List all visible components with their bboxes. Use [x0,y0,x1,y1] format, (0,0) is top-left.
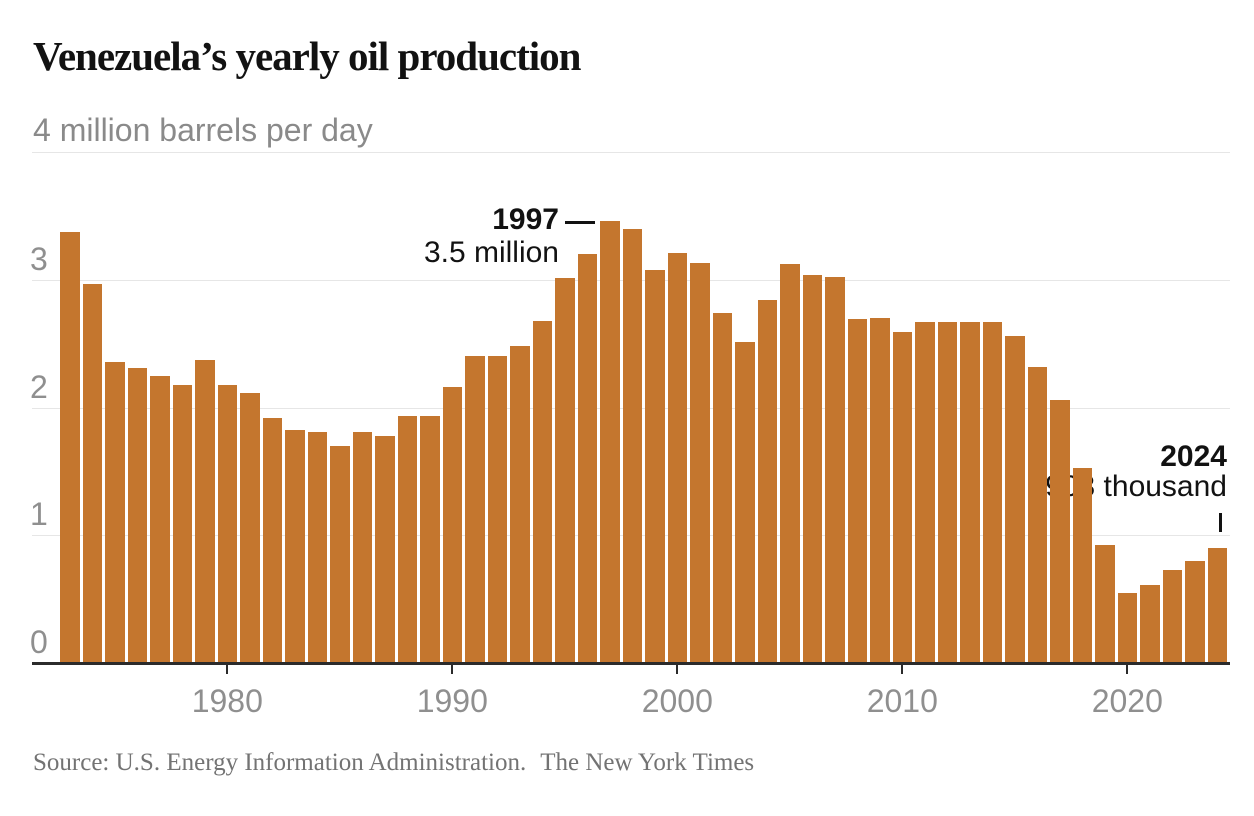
bar-2001 [690,263,710,662]
bar-2020 [1117,592,1138,662]
x-axis-label-2010: 2010 [866,683,938,719]
bar-1983 [285,430,305,662]
bar-2007 [825,277,845,662]
gridline-4 [32,152,1230,153]
bar-2011 [915,321,935,662]
bar-2008 [847,319,868,662]
y-axis-label-2: 2 [30,368,48,405]
bar-1998 [622,228,643,662]
bar-1993 [510,346,530,662]
bar-1997 [600,220,620,662]
annotation-1997-value: 3.5 million [423,236,559,269]
x-axis-line [32,662,1230,665]
bar-2009 [870,318,890,662]
y-axis-label-3: 3 [30,240,48,277]
bar-2023 [1185,560,1205,662]
bar-2019 [1095,545,1115,662]
credit-text: The New York Times [540,749,755,776]
bar-2022 [1162,569,1183,662]
bar-1992 [487,356,508,662]
bar-1981 [240,393,260,662]
bar-1974 [82,283,103,662]
bar-1982 [262,417,283,662]
bar-2015 [1005,335,1025,662]
chart-title: Venezuela’s yearly oil production [33,33,581,79]
annotation-1997-leader-line [565,221,595,224]
bar-2018 [1072,467,1093,662]
bar-1975 [105,361,125,662]
bar-1989 [420,416,440,662]
x-axis-label-2000: 2000 [641,683,713,719]
bar-1990 [442,387,463,662]
bar-2013 [960,321,980,662]
x-axis-tick-2020 [1126,665,1129,674]
bar-2016 [1027,366,1048,662]
bar-2012 [937,321,958,662]
bar-1978 [172,384,193,662]
bar-1996 [577,254,598,662]
bar-1973 [60,232,80,662]
bar-2003 [735,342,755,662]
bar-2024 [1207,547,1228,662]
x-axis-label-2020: 2020 [1091,683,1163,719]
x-axis-label-1980: 1980 [191,683,263,719]
y-axis-unit-label: 4 million barrels per day [33,112,373,148]
bar-1994 [532,320,553,662]
x-axis-tick-1990 [451,665,454,674]
x-axis-tick-2000 [676,665,679,674]
bar-1995 [555,278,575,662]
bar-2021 [1140,585,1160,662]
bar-2000 [667,252,688,662]
bar-2004 [757,300,778,662]
bar-1976 [127,367,148,662]
x-axis-tick-2010 [901,665,904,674]
annotation-1997-year: 1997 [492,203,559,236]
bar-2005 [780,264,800,662]
bar-2017 [1050,399,1070,662]
bar-1977 [150,375,170,662]
source-line: Source: U.S. Energy Information Administ… [33,748,754,778]
bar-2006 [802,274,823,662]
x-axis-tick-1980 [226,665,229,674]
bar-2014 [982,321,1003,662]
bar-1991 [465,356,485,662]
bar-1987 [375,435,395,662]
annotation-2024-leader-line [1219,513,1222,532]
bar-1985 [330,445,350,662]
bar-1980 [217,384,238,662]
bar-1988 [397,416,418,662]
annotation-1997: 1997 3.5 million [424,203,559,269]
bar-1999 [645,269,665,662]
x-axis-label-1990: 1990 [416,683,488,719]
annotation-2024-year: 2024 [1160,440,1227,473]
y-axis-label-0: 0 [30,624,48,660]
y-axis-label-1: 1 [30,496,48,533]
bar-1984 [307,431,328,662]
source-text: Source: U.S. Energy Information Administ… [33,749,527,776]
bar-1979 [195,360,215,662]
bar-2002 [712,312,733,662]
bar-2010 [892,332,913,662]
bar-1986 [352,431,373,662]
